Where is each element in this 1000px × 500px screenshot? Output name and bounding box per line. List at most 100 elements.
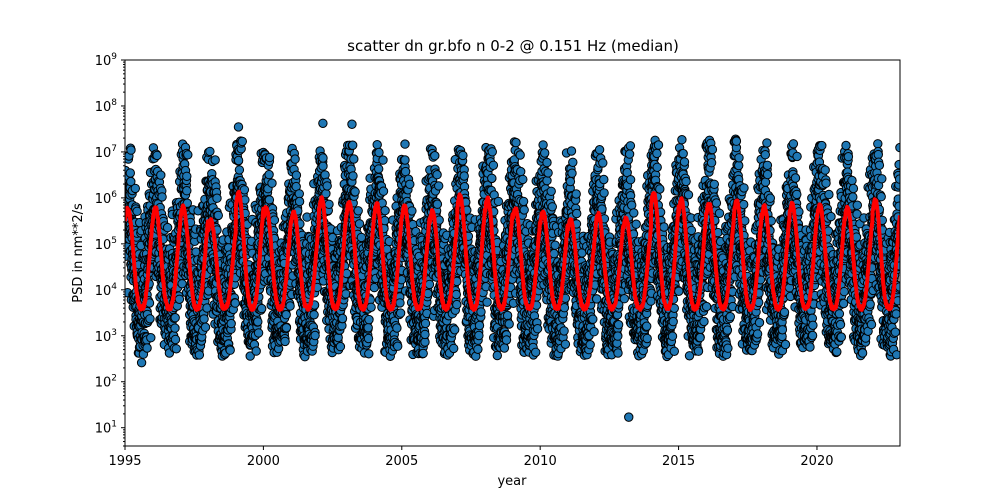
scatter-point	[156, 170, 166, 180]
scatter-point	[392, 323, 402, 333]
scatter-point	[407, 206, 417, 216]
scatter-point	[237, 136, 248, 147]
scatter-point	[492, 350, 502, 361]
scatter-point	[540, 148, 550, 158]
scatter-point	[363, 323, 373, 333]
scatter-point	[264, 195, 275, 205]
scatter-point	[230, 298, 240, 308]
scatter-point	[364, 349, 374, 359]
scatter-point	[516, 166, 526, 177]
scatter-point	[174, 294, 185, 304]
scatter-point	[130, 183, 141, 194]
scatter-point	[253, 328, 264, 338]
scatter-point	[364, 314, 374, 325]
scatter-point	[337, 313, 348, 324]
scatter-point	[182, 186, 192, 196]
scatter-point	[546, 186, 556, 197]
scatter-point	[374, 147, 384, 158]
scatter-point	[182, 171, 192, 182]
scatter-point	[291, 170, 302, 180]
scatter-point	[294, 189, 304, 199]
scatter-point	[126, 176, 136, 187]
scatter-point	[400, 139, 410, 149]
scatter-point	[285, 301, 295, 311]
scatter-point	[499, 343, 510, 353]
scatter-point	[547, 202, 557, 212]
scatter-point	[294, 196, 305, 207]
scatter-point	[171, 344, 182, 354]
scatter-point	[318, 161, 328, 171]
scatter-point	[434, 181, 444, 191]
scatter-point	[432, 199, 443, 209]
scatter-point	[353, 206, 363, 216]
scatter-point	[200, 322, 211, 332]
scatter-point	[418, 348, 428, 359]
scatter-point	[142, 343, 152, 353]
scatter-point	[281, 323, 292, 333]
scatter-point	[550, 240, 560, 250]
scatter-point	[366, 302, 376, 312]
scatter-point	[474, 320, 485, 331]
scatter-point	[363, 333, 374, 344]
scatter-point	[488, 160, 499, 171]
scatter-point	[350, 187, 360, 197]
scatter-point	[348, 140, 358, 150]
scatter-point	[183, 150, 193, 160]
scatter-point	[504, 319, 514, 329]
scatter-point	[280, 336, 290, 347]
scatter-point	[518, 174, 528, 185]
scatter-point	[452, 299, 462, 310]
scatter-point	[234, 165, 245, 175]
scatter-point	[518, 196, 529, 207]
scatter-point	[395, 308, 406, 318]
scatter-point	[253, 317, 263, 327]
scatter-point	[378, 186, 389, 196]
scatter-point	[420, 329, 430, 340]
scatter-point	[511, 137, 521, 148]
scatter-point	[251, 346, 261, 356]
scatter-point	[322, 181, 332, 191]
scatter-point	[226, 318, 236, 329]
scatter-point	[473, 344, 483, 354]
scatter-point	[132, 206, 142, 217]
scatter-point	[194, 350, 205, 360]
scatter-point	[281, 310, 291, 320]
scatter-point	[393, 341, 403, 351]
scatter-point	[501, 335, 512, 345]
scatter-point	[356, 232, 367, 243]
scatter-point	[458, 150, 468, 161]
scatter-point	[542, 175, 552, 186]
scatter-point	[239, 185, 250, 195]
scatter-point	[487, 147, 497, 157]
scatter-point	[257, 303, 267, 314]
scatter-point	[380, 205, 390, 216]
scatter-point	[205, 146, 215, 157]
scatter-point	[542, 157, 552, 168]
scatter-point	[549, 248, 559, 259]
scatter-point	[449, 343, 459, 354]
scatter-point	[348, 171, 358, 181]
scatter-point	[264, 169, 274, 180]
chart-title: scatter dn gr.bfo n 0-2 @ 0.151 Hz (medi…	[347, 37, 679, 55]
scatter-point	[474, 330, 484, 341]
scatter-point	[324, 199, 334, 210]
scatter-point	[146, 333, 156, 343]
scatter-point	[451, 289, 461, 300]
scatter-point	[420, 318, 431, 329]
scatter-point	[269, 215, 280, 225]
scatter-point	[157, 192, 167, 202]
scatter-point	[487, 173, 497, 184]
scatter-point	[225, 345, 235, 355]
scatter-point	[502, 310, 513, 321]
scatter-point	[170, 334, 181, 345]
scatter-point	[450, 325, 460, 335]
scatter-point	[335, 341, 346, 352]
scatter-point	[126, 145, 136, 155]
scatter-point	[170, 323, 180, 333]
scatter-point	[212, 193, 222, 203]
scatter-point	[424, 279, 435, 290]
scatter-point	[395, 298, 405, 308]
scatter-point	[310, 330, 320, 341]
scatter-point	[145, 314, 155, 324]
scatter-point	[482, 297, 492, 307]
